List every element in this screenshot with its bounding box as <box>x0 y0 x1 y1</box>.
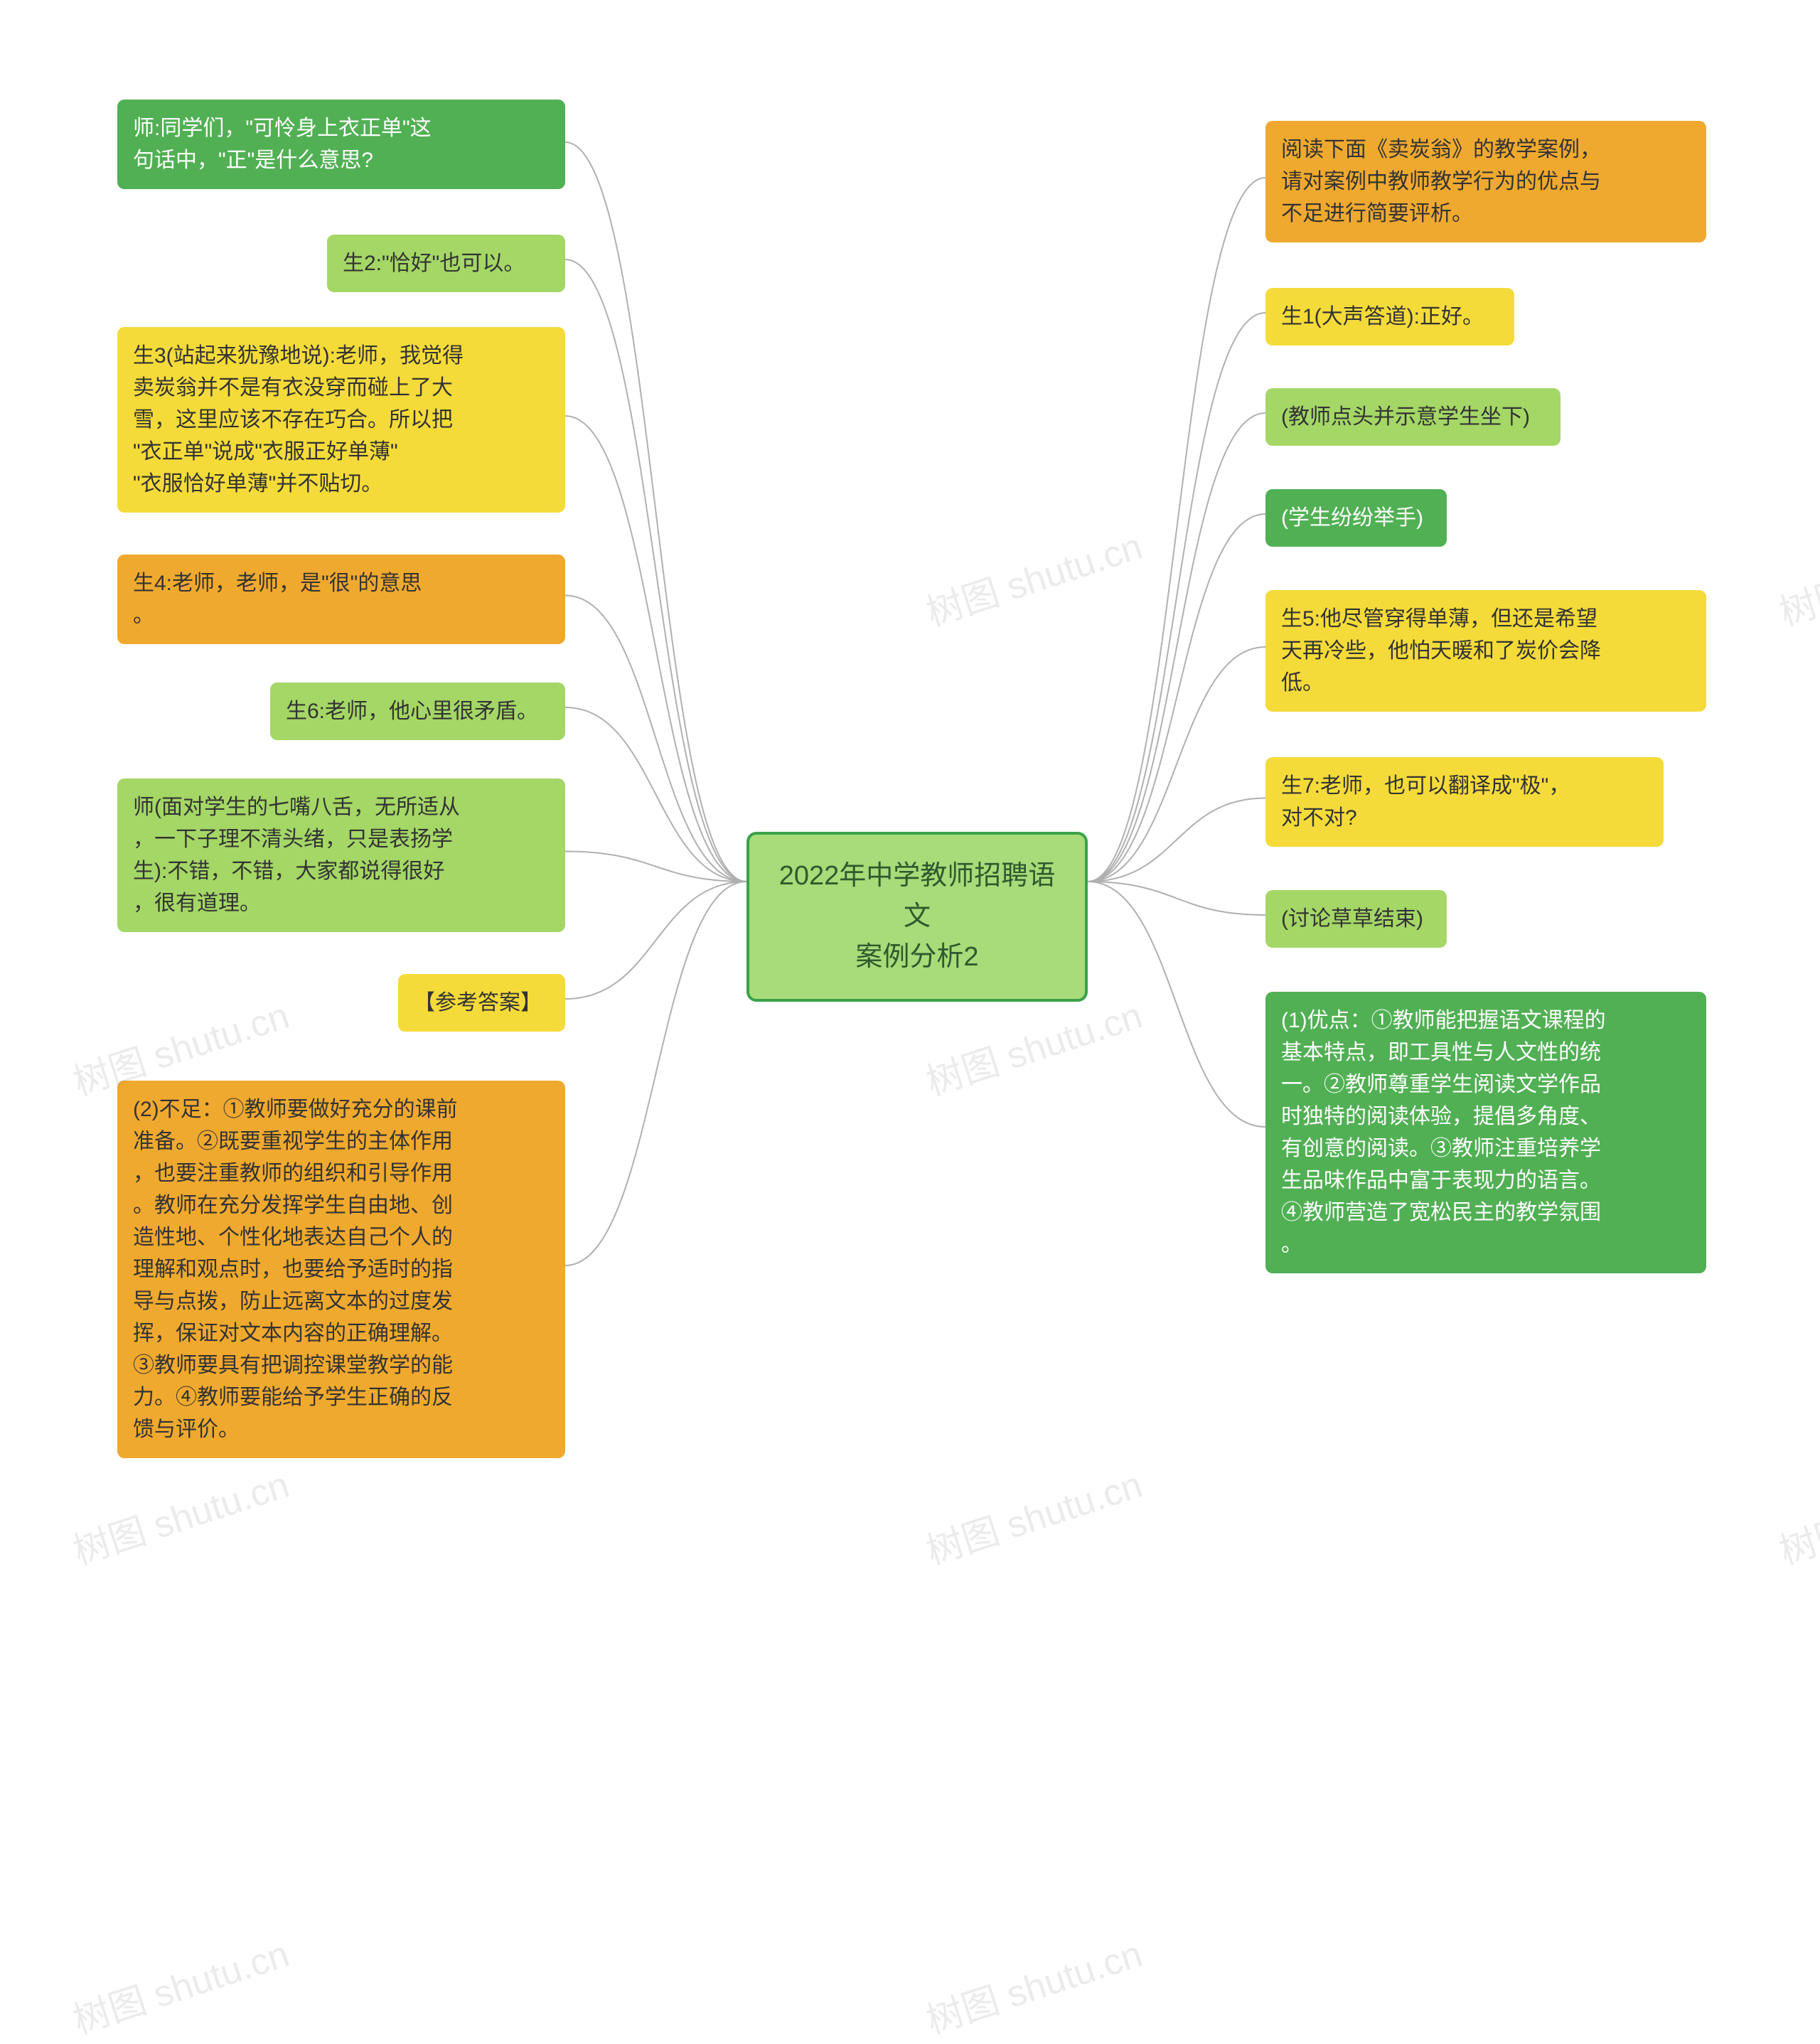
watermark-text: 树图 shutu.cn <box>919 985 1148 1106</box>
mindmap-node: (教师点头并示意学生坐下) <box>1265 388 1561 446</box>
mindmap-node: 师:同学们，"可怜身上衣正单"这句话中，"正"是什么意思? <box>117 100 565 189</box>
mindmap-node: (1)优点：①教师能把握语文课程的基本特点，即工具性与人文性的统一。②教师尊重学… <box>1265 992 1706 1273</box>
watermark-text: 树图 shutu.cn <box>919 516 1148 636</box>
mindmap-node: 生2:"恰好"也可以。 <box>327 235 565 292</box>
watermark-text: 树图 shutu.cn <box>65 1924 295 2044</box>
mindmap-node: 生1(大声答道):正好。 <box>1265 288 1514 346</box>
mindmap-node: 生4:老师，老师，是"很"的意思。 <box>117 555 565 644</box>
watermark-text: 树图 shutu.cn <box>1772 516 1820 636</box>
watermark-text: 树图 shutu.cn <box>919 1455 1148 1575</box>
watermark-text: 树图 shutu.cn <box>919 1924 1148 2044</box>
mindmap-node: 阅读下面《卖炭翁》的教学案例，请对案例中教师教学行为的优点与不足进行简要评析。 <box>1265 121 1706 242</box>
watermark-text: 树图 shutu.cn <box>65 1455 295 1575</box>
mindmap-node: (学生纷纷举手) <box>1265 489 1447 547</box>
mindmap-center-node: 2022年中学教师招聘语文案例分析2 <box>746 832 1088 1002</box>
mindmap-node: 生3(站起来犹豫地说):老师，我觉得卖炭翁并不是有衣没穿而碰上了大雪，这里应该不… <box>117 327 565 513</box>
mindmap-node: 【参考答案】 <box>398 974 565 1032</box>
mindmap-node: 师(面对学生的七嘴八舌，无所适从，一下子理不清头绪，只是表扬学生):不错，不错，… <box>117 778 565 932</box>
mindmap-node: (2)不足：①教师要做好充分的课前准备。②既要重视学生的主体作用，也要注重教师的… <box>117 1081 565 1458</box>
mindmap-node: (讨论草草结束) <box>1265 890 1447 948</box>
watermark-text: 树图 shutu.cn <box>1772 1455 1820 1575</box>
mindmap-node: 生5:他尽管穿得单薄，但还是希望天再冷些，他怕天暖和了炭价会降低。 <box>1265 590 1706 712</box>
mindmap-node: 生6:老师，他心里很矛盾。 <box>270 683 565 740</box>
mindmap-node: 生7:老师，也可以翻译成"极"，对不对? <box>1265 757 1664 847</box>
